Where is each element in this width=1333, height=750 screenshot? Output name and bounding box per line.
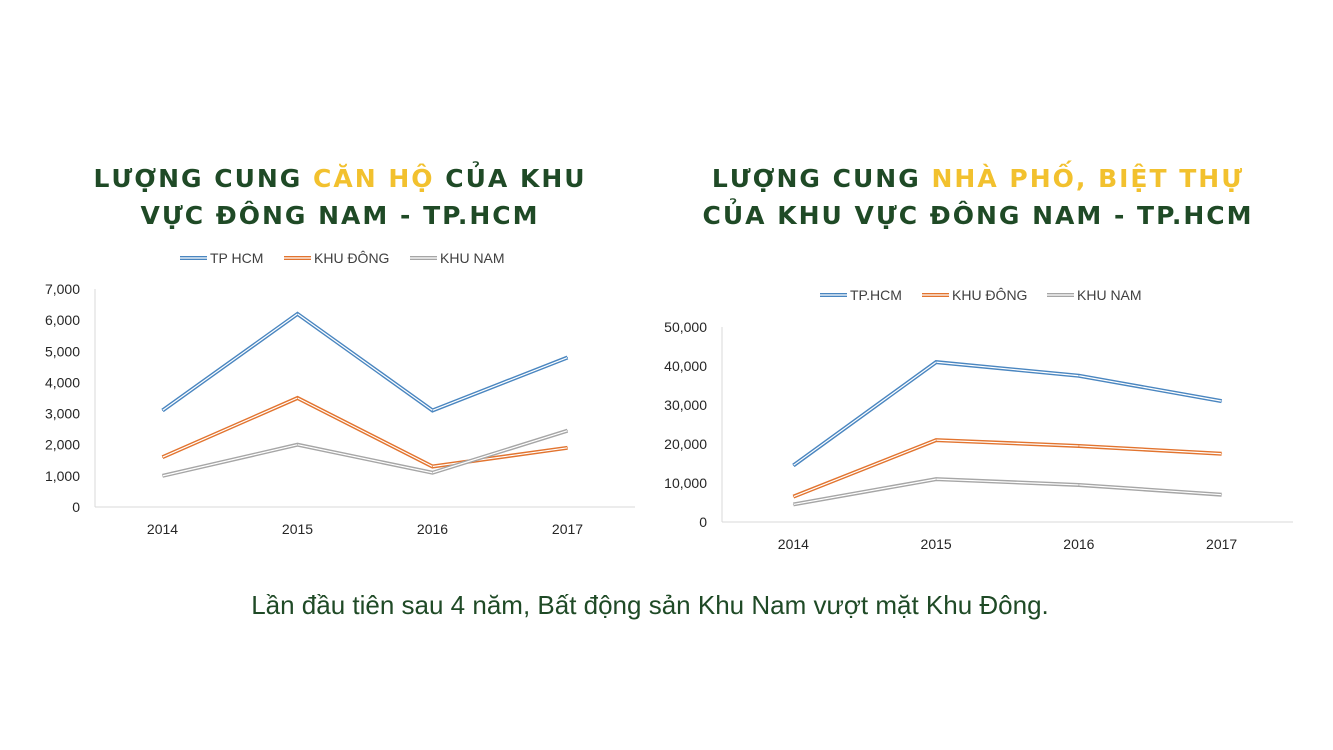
y-tick-label: 1,000: [45, 468, 80, 484]
title-highlight: NHÀ PHỐ, BIỆT THỰ: [931, 164, 1245, 193]
data-point: [297, 397, 298, 399]
data-point: [935, 361, 937, 363]
x-tick-label: 2016: [417, 521, 448, 537]
data-point: [567, 357, 568, 359]
series-line-inner: [162, 397, 568, 468]
series-line-inner: [162, 313, 568, 412]
title-part-1: LƯỢNG CUNG: [93, 164, 314, 193]
chart-title-townhouses: LƯỢNG CUNG NHÀ PHỐ, BIỆT THỰ CỦA KHU VỰC…: [700, 160, 1256, 234]
data-point: [935, 478, 937, 480]
data-point: [1221, 494, 1223, 496]
series-line-inner: [793, 361, 1222, 466]
series-line-inner: [793, 478, 1222, 506]
y-tick-label: 4,000: [45, 374, 80, 390]
data-point: [1221, 453, 1223, 455]
y-tick-label: 0: [699, 514, 707, 530]
legend-label: TP.HCM: [850, 287, 902, 303]
x-tick-label: 2014: [778, 536, 809, 552]
legend-label: KHU ĐÔNG: [314, 250, 389, 266]
y-tick-label: 40,000: [664, 358, 707, 374]
series-line-inner: [793, 439, 1222, 498]
chart-title-apartments: LƯỢNG CUNG CĂN HỘ CỦA KHU VỰC ĐÔNG NAM -…: [90, 160, 590, 234]
caption-text: Lần đầu tiên sau 4 năm, Bất động sản Khu…: [251, 590, 1049, 620]
x-tick-label: 2016: [1063, 536, 1094, 552]
data-point: [1078, 445, 1080, 447]
series-line: [793, 477, 1222, 507]
title-highlight: CĂN HỘ: [313, 164, 435, 193]
y-tick-label: 2,000: [45, 437, 80, 453]
series-line-inner: [162, 430, 568, 477]
legend-label: KHU NAM: [440, 250, 505, 266]
data-point: [1078, 375, 1080, 377]
title-part-1: LƯỢNG CUNG: [711, 164, 932, 193]
x-tick-label: 2017: [552, 521, 583, 537]
data-point: [432, 466, 433, 468]
x-tick-label: 2015: [282, 521, 313, 537]
y-tick-label: 30,000: [664, 397, 707, 413]
data-point: [162, 456, 163, 458]
title-part-3: CỦA KHU VỰC ĐÔNG NAM - TP.HCM: [140, 164, 587, 230]
data-point: [792, 496, 794, 498]
data-point: [792, 503, 794, 505]
data-point: [935, 439, 937, 441]
y-tick-label: 3,000: [45, 406, 80, 422]
y-tick-label: 6,000: [45, 312, 80, 328]
x-tick-label: 2015: [921, 536, 952, 552]
y-tick-label: 0: [72, 499, 80, 515]
data-point: [297, 444, 298, 446]
series-line: [792, 438, 1222, 499]
title-part-3: CỦA KHU VỰC ĐÔNG NAM - TP.HCM: [702, 201, 1254, 230]
y-tick-label: 5,000: [45, 343, 80, 359]
data-point: [297, 313, 298, 315]
data-point: [1221, 400, 1223, 402]
y-tick-label: 10,000: [664, 475, 707, 491]
data-point: [567, 447, 568, 449]
data-point: [162, 475, 163, 477]
data-point: [162, 409, 163, 411]
y-tick-label: 7,000: [45, 281, 80, 297]
data-point: [432, 409, 433, 411]
x-tick-label: 2014: [147, 521, 178, 537]
data-point: [792, 464, 794, 466]
y-tick-label: 20,000: [664, 436, 707, 452]
data-point: [567, 430, 568, 432]
data-point: [432, 472, 433, 474]
y-tick-label: 50,000: [664, 319, 707, 335]
legend-label: KHU ĐÔNG: [952, 287, 1027, 303]
legend-label: KHU NAM: [1077, 287, 1142, 303]
legend-label: TP HCM: [210, 250, 263, 266]
x-tick-label: 2017: [1206, 536, 1237, 552]
data-point: [1078, 484, 1080, 486]
